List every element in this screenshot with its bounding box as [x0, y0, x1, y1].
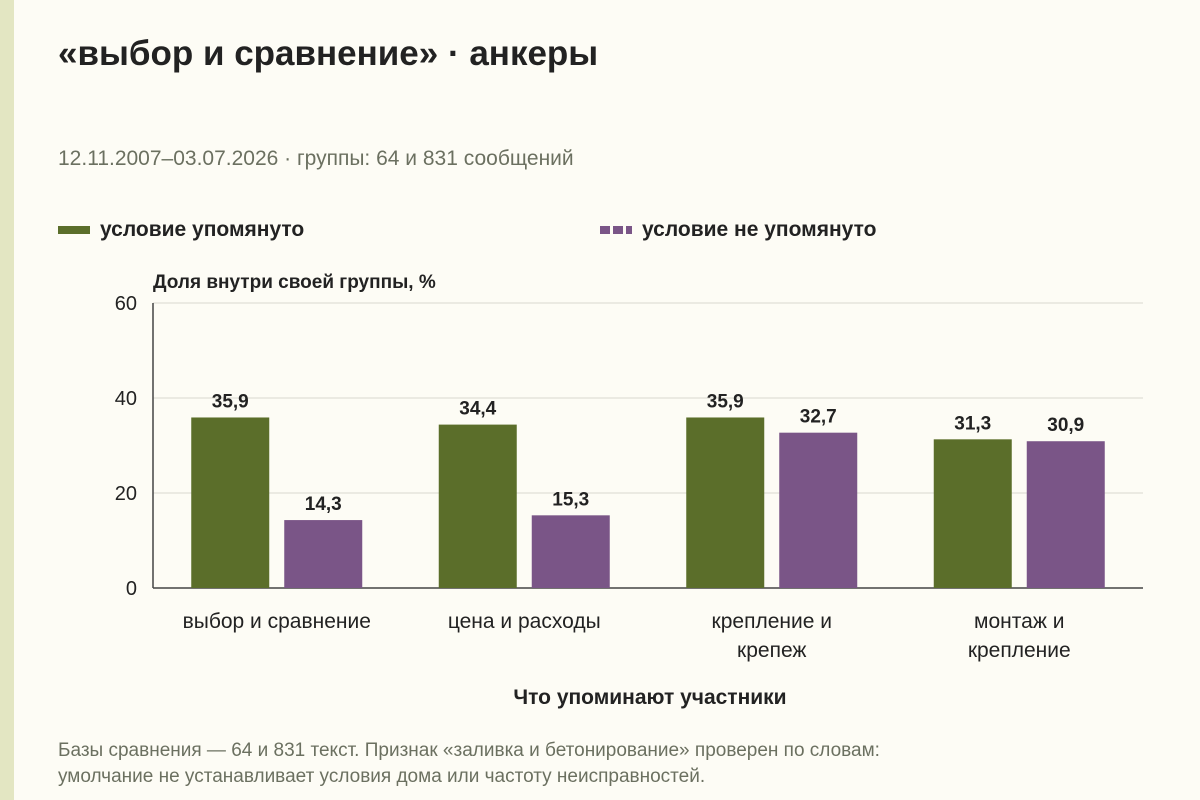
bar	[1026, 441, 1105, 588]
footnote-line-2: умолчание не устанавливает условия дома …	[58, 766, 706, 787]
y-axis-label: Доля внутри своей группы, %	[153, 272, 436, 293]
x-tick-label: крепление и крепеж	[712, 610, 832, 662]
bar-value-label: 15,3	[552, 489, 589, 510]
x-tick-label: выбор и сравнение	[183, 610, 371, 633]
bar-value-label: 32,7	[800, 407, 837, 428]
y-tick-label: 40	[115, 388, 137, 410]
bar-value-label: 34,4	[459, 399, 496, 420]
x-tick-label: монтаж и крепление	[968, 610, 1071, 662]
bar-value-label: 35,9	[707, 391, 744, 412]
x-axis-label: Что упоминают участники	[513, 686, 787, 709]
bar	[438, 424, 517, 588]
y-tick-label: 0	[126, 578, 137, 600]
bar	[191, 417, 270, 588]
bar-value-label: 14,3	[305, 494, 342, 515]
y-tick-label: 60	[115, 293, 137, 315]
footnote: Базы сравнения — 64 и 831 текст. Признак…	[58, 738, 1158, 790]
bar	[686, 417, 765, 588]
legend-item-mentioned: условие упомянуто	[58, 218, 304, 242]
bar-value-label: 30,9	[1047, 415, 1084, 436]
bar-value-label: 35,9	[212, 391, 249, 412]
left-accent-strip	[0, 0, 14, 800]
page-title: «выбор и сравнение» · анкеры	[58, 34, 599, 73]
bar	[531, 515, 610, 588]
footnote-line-1: Базы сравнения — 64 и 831 текст. Признак…	[58, 740, 880, 761]
x-tick-label: цена и расходы	[448, 610, 601, 633]
legend-swatch-mentioned	[58, 226, 90, 234]
legend-swatch-not-mentioned	[600, 226, 632, 234]
y-tick-label: 20	[115, 483, 137, 505]
bar	[933, 439, 1012, 588]
page-subtitle: 12.11.2007–03.07.2026 · группы: 64 и 831…	[58, 147, 574, 170]
bar	[284, 520, 363, 588]
legend-item-not-mentioned: условие не упомянуто	[600, 218, 876, 242]
bar	[779, 432, 858, 588]
legend-label-not-mentioned: условие не упомянуто	[642, 218, 877, 241]
legend-label-mentioned: условие упомянуто	[100, 218, 305, 241]
bar-value-label: 31,3	[954, 413, 991, 434]
